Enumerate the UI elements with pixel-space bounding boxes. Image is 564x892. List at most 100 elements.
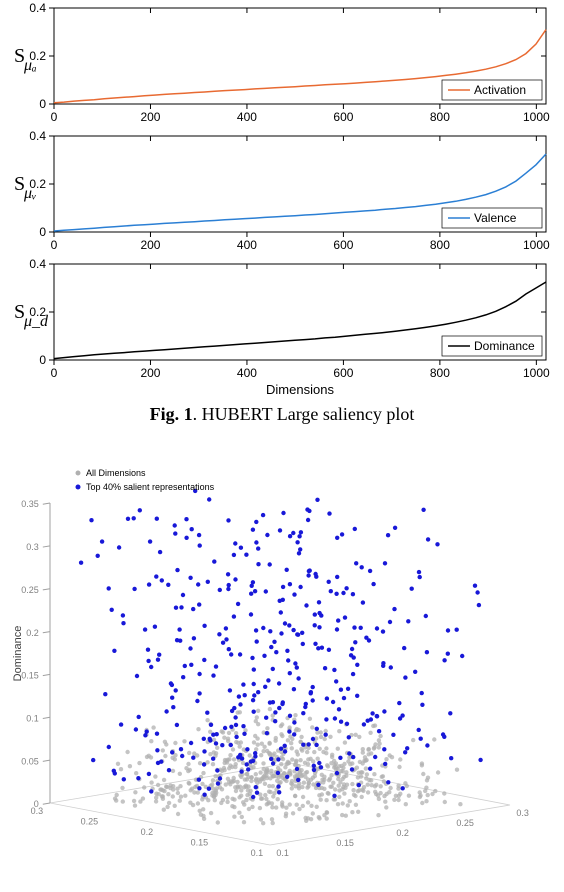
gray-point <box>272 774 276 778</box>
gray-point <box>232 797 236 801</box>
gray-point <box>303 816 307 820</box>
gray-point <box>228 763 232 767</box>
gray-point <box>259 753 263 757</box>
blue-point <box>312 764 316 768</box>
blue-point <box>274 650 278 654</box>
blue-point <box>340 532 344 536</box>
gray-point <box>247 807 251 811</box>
gray-point <box>379 784 383 788</box>
blue-point <box>256 690 260 694</box>
blue-point <box>311 737 315 741</box>
gray-point <box>259 797 263 801</box>
blue-point <box>232 614 236 618</box>
blue-point <box>189 663 193 667</box>
blue-point <box>143 733 147 737</box>
gray-point <box>235 784 239 788</box>
right-floor-tick-label: 0.15 <box>336 838 354 848</box>
gray-point <box>366 783 370 787</box>
gray-point <box>184 766 188 770</box>
gray-point <box>319 735 323 739</box>
gray-point <box>271 794 275 798</box>
gray-point <box>290 786 294 790</box>
gray-point <box>234 789 238 793</box>
blue-point <box>446 628 450 632</box>
gray-point <box>263 793 267 797</box>
gray-point <box>316 757 320 761</box>
blue-point <box>477 603 481 607</box>
blue-point <box>338 756 342 760</box>
gray-point <box>225 795 229 799</box>
xlabel: Dimensions <box>266 382 334 397</box>
gray-point <box>227 731 231 735</box>
ztick-label: 0.35 <box>21 499 39 509</box>
gray-point <box>173 804 177 808</box>
ztick-label: 0.25 <box>21 585 39 595</box>
gray-point <box>121 799 125 803</box>
blue-point <box>475 590 479 594</box>
gray-point <box>372 772 376 776</box>
blue-point <box>276 771 280 775</box>
gray-point <box>286 738 290 742</box>
blue-point <box>89 518 93 522</box>
gray-point <box>353 794 357 798</box>
gray-point <box>411 738 415 742</box>
gray-point <box>261 761 265 765</box>
ytick-label: 0 <box>39 97 46 111</box>
gray-point <box>206 798 210 802</box>
gray-point <box>132 799 136 803</box>
blue-point <box>341 591 345 595</box>
gray-point <box>273 739 277 743</box>
blue-point <box>299 530 303 534</box>
blue-point <box>160 578 164 582</box>
gray-point <box>252 740 256 744</box>
blue-point <box>315 727 319 731</box>
blue-point <box>320 646 324 650</box>
gray-point <box>171 787 175 791</box>
gray-point <box>458 802 462 806</box>
gray-point <box>367 747 371 751</box>
blue-point <box>184 517 188 521</box>
blue-point <box>392 607 396 611</box>
blue-point <box>353 640 357 644</box>
gray-point <box>151 725 155 729</box>
blue-point <box>304 603 308 607</box>
blue-point <box>227 647 231 651</box>
gray-point <box>295 727 299 731</box>
gray-point <box>281 757 285 761</box>
blue-point <box>211 733 215 737</box>
blue-point <box>226 572 230 576</box>
blue-point <box>234 735 238 739</box>
blue-point <box>315 498 319 502</box>
blue-point <box>417 728 421 732</box>
blue-point <box>269 645 273 649</box>
gray-point <box>289 741 293 745</box>
blue-point <box>279 631 283 635</box>
blue-point <box>264 589 268 593</box>
xtick-label: 0 <box>51 366 58 380</box>
blue-point <box>281 511 285 515</box>
blue-point <box>195 699 199 703</box>
gray-point <box>359 770 363 774</box>
blue-point <box>317 761 321 765</box>
blue-point <box>253 589 257 593</box>
gray-point <box>315 805 319 809</box>
blue-point <box>252 710 256 714</box>
blue-point <box>229 725 233 729</box>
gray-point <box>420 763 424 767</box>
gray-point <box>377 745 381 749</box>
gray-point <box>173 741 177 745</box>
blue-point <box>249 592 253 596</box>
blue-point <box>293 661 297 665</box>
gray-point <box>231 780 235 784</box>
blue-point <box>268 629 272 633</box>
blue-point <box>175 638 179 642</box>
gray-point <box>357 788 361 792</box>
gray-point <box>154 799 158 803</box>
gray-point <box>295 803 299 807</box>
gray-point <box>338 780 342 784</box>
gray-point <box>262 767 266 771</box>
blue-point <box>121 613 125 617</box>
gray-point <box>228 753 232 757</box>
left-floor-tick-label: 0.3 <box>31 806 44 816</box>
blue-point <box>238 652 242 656</box>
